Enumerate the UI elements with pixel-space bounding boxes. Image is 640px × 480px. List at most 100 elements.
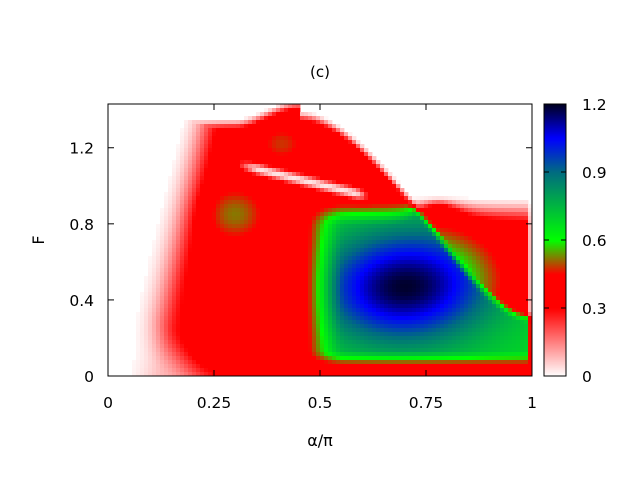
heatmap-cell — [396, 228, 401, 233]
heatmap-cell — [256, 160, 261, 165]
heatmap-cell — [204, 208, 209, 213]
heatmap-cell — [196, 196, 201, 201]
heatmap-cell — [240, 240, 245, 245]
heatmap-cell — [344, 328, 349, 333]
heatmap-cell — [476, 204, 481, 209]
heatmap-cell — [368, 352, 373, 357]
heatmap-cell — [484, 372, 489, 376]
heatmap-cell — [420, 256, 425, 261]
heatmap-cell — [216, 208, 221, 213]
heatmap-cell — [224, 156, 229, 161]
heatmap-cell — [268, 352, 273, 357]
heatmap-cell — [412, 280, 417, 285]
heatmap-cell — [396, 352, 401, 357]
heatmap-cell — [204, 196, 209, 201]
heatmap-cell — [240, 288, 245, 293]
heatmap-cell — [172, 244, 177, 249]
heatmap-cell — [280, 164, 285, 169]
heatmap-cell — [328, 236, 333, 241]
heatmap-cell — [364, 172, 369, 177]
heatmap-cell — [184, 228, 189, 233]
heatmap-cell — [272, 356, 277, 361]
heatmap-cell — [376, 252, 381, 257]
heatmap-cell — [300, 280, 305, 285]
heatmap-cell — [208, 224, 213, 229]
heatmap-cell — [328, 348, 333, 353]
heatmap-cell — [456, 372, 461, 376]
heatmap-cell — [328, 368, 333, 373]
heatmap-cell — [456, 292, 461, 297]
heatmap-cell — [288, 320, 293, 325]
heatmap-cell — [224, 212, 229, 217]
heatmap-cell — [180, 260, 185, 265]
heatmap-cell — [420, 280, 425, 285]
heatmap-cell — [232, 256, 237, 261]
heatmap-cell — [176, 232, 181, 237]
heatmap-cell — [164, 252, 169, 257]
heatmap-cell — [200, 364, 205, 369]
heatmap-cell — [376, 260, 381, 265]
heatmap-cell — [248, 208, 253, 213]
heatmap-cell — [204, 204, 209, 209]
heatmap-cell — [160, 224, 165, 229]
heatmap-cell — [328, 264, 333, 269]
heatmap-cell — [260, 272, 265, 277]
heatmap-cell — [240, 332, 245, 337]
heatmap-cell — [464, 200, 469, 205]
heatmap-cell — [372, 200, 377, 205]
heatmap-cell — [308, 140, 313, 145]
heatmap-cell — [360, 264, 365, 269]
heatmap-cell — [276, 216, 281, 221]
heatmap-cell — [176, 324, 181, 329]
heatmap-cell — [436, 344, 441, 349]
heatmap-cell — [280, 348, 285, 353]
heatmap-cell — [240, 120, 245, 125]
heatmap-cell — [224, 360, 229, 365]
heatmap-cell — [216, 252, 221, 257]
heatmap-cell — [404, 284, 409, 289]
heatmap-cell — [160, 228, 165, 233]
heatmap-cell — [156, 320, 161, 325]
heatmap-cell — [348, 152, 353, 157]
heatmap-cell — [300, 172, 305, 177]
heatmap-cell — [368, 364, 373, 369]
heatmap-cell — [216, 360, 221, 365]
heatmap-cell — [324, 336, 329, 341]
heatmap-cell — [340, 300, 345, 305]
heatmap-cell — [348, 312, 353, 317]
heatmap-cell — [264, 108, 269, 113]
heatmap-cell — [300, 128, 305, 133]
heatmap-cell — [216, 144, 221, 149]
heatmap-cell — [356, 296, 361, 301]
heatmap-cell — [488, 280, 493, 285]
heatmap-cell — [168, 324, 173, 329]
heatmap-cell — [188, 120, 193, 125]
heatmap-cell — [232, 348, 237, 353]
heatmap-cell — [348, 164, 353, 169]
heatmap-cell — [292, 368, 297, 373]
heatmap-cell — [292, 196, 297, 201]
heatmap-cell — [344, 148, 349, 153]
heatmap-cell — [360, 304, 365, 309]
heatmap-cell — [164, 244, 169, 249]
heatmap-cell — [172, 340, 177, 345]
heatmap-cell — [212, 328, 217, 333]
heatmap-cell — [160, 272, 165, 277]
heatmap-cell — [312, 356, 317, 361]
heatmap-cell — [384, 260, 389, 265]
heatmap-cell — [428, 216, 433, 221]
heatmap-cell — [332, 264, 337, 269]
heatmap-cell — [216, 364, 221, 369]
heatmap-cell — [404, 220, 409, 225]
heatmap-cell — [344, 240, 349, 245]
heatmap-cell — [320, 272, 325, 277]
heatmap-cell — [496, 268, 501, 273]
heatmap-cell — [420, 292, 425, 297]
heatmap-cell — [288, 168, 293, 173]
heatmap-cell — [220, 208, 225, 213]
heatmap-cell — [224, 240, 229, 245]
heatmap-cell — [384, 168, 389, 173]
heatmap-cell — [248, 172, 253, 177]
heatmap-cell — [380, 264, 385, 269]
heatmap-cell — [336, 132, 341, 137]
